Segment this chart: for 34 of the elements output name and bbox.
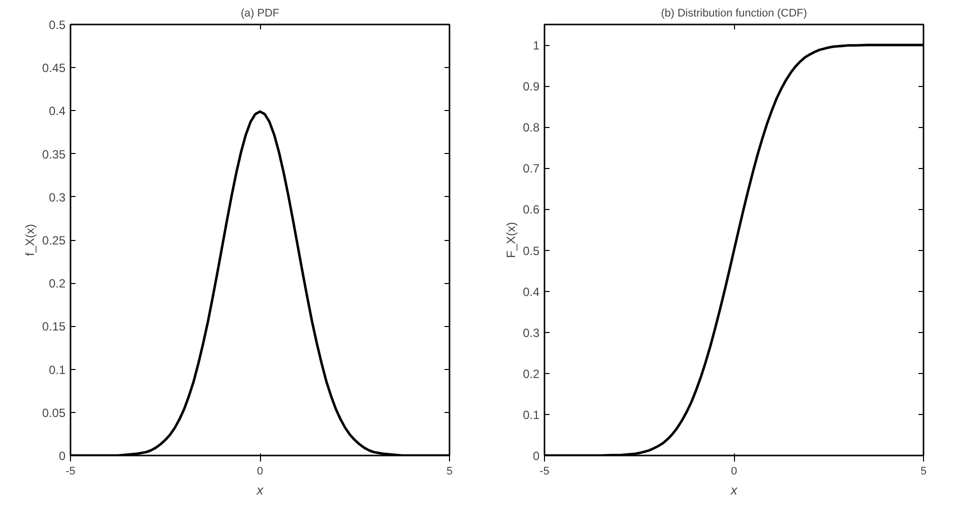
y-axis-title: F_X(x) bbox=[504, 222, 518, 258]
y-tick-label: 0 bbox=[58, 449, 66, 463]
x-tick-label: 0 bbox=[730, 466, 738, 478]
y-tick-label: 0.2 bbox=[522, 366, 540, 381]
y-tick-label: 0.1 bbox=[522, 408, 540, 422]
x-tick-label: 5 bbox=[446, 466, 453, 478]
y-axis-title: f_X(x) bbox=[23, 224, 38, 256]
y-tick-label: 0.5 bbox=[48, 18, 66, 32]
y-tick-label: 0.7 bbox=[522, 162, 540, 176]
y-tick-label: 0.5 bbox=[522, 244, 540, 258]
y-tick-label: 0.9 bbox=[522, 80, 540, 94]
y-tick-label: 0.05 bbox=[42, 406, 66, 420]
x-tick-label: 0 bbox=[256, 466, 264, 478]
y-tick-label: 1 bbox=[532, 38, 540, 53]
y-tick-label: 0 bbox=[532, 449, 540, 463]
y-tick-label: 0.35 bbox=[42, 147, 66, 162]
x-axis-title: x bbox=[256, 482, 264, 498]
y-tick-label: 0.3 bbox=[48, 190, 66, 204]
y-tick-label: 0.3 bbox=[522, 326, 540, 340]
y-tick-label: 0.4 bbox=[522, 284, 540, 299]
y-tick-label: 0.25 bbox=[42, 234, 66, 248]
y-tick-label: 0.1 bbox=[48, 362, 66, 377]
y-tick-label: 0.15 bbox=[42, 320, 66, 334]
y-tick-label: 0.2 bbox=[48, 276, 66, 291]
x-tick-label: 5 bbox=[920, 466, 927, 478]
chart-title: (a) PDF bbox=[240, 8, 280, 20]
x-tick-label: -5 bbox=[66, 466, 76, 478]
x-tick-label: -5 bbox=[540, 466, 550, 478]
x-axis-title: x bbox=[730, 482, 738, 498]
y-tick-label: 0.6 bbox=[522, 202, 540, 217]
y-tick-label: 0.8 bbox=[522, 120, 540, 135]
y-tick-label: 0.45 bbox=[42, 61, 66, 76]
chart-title: (b) Distribution function (CDF) bbox=[660, 8, 808, 20]
y-tick-label: 0.4 bbox=[48, 104, 66, 118]
